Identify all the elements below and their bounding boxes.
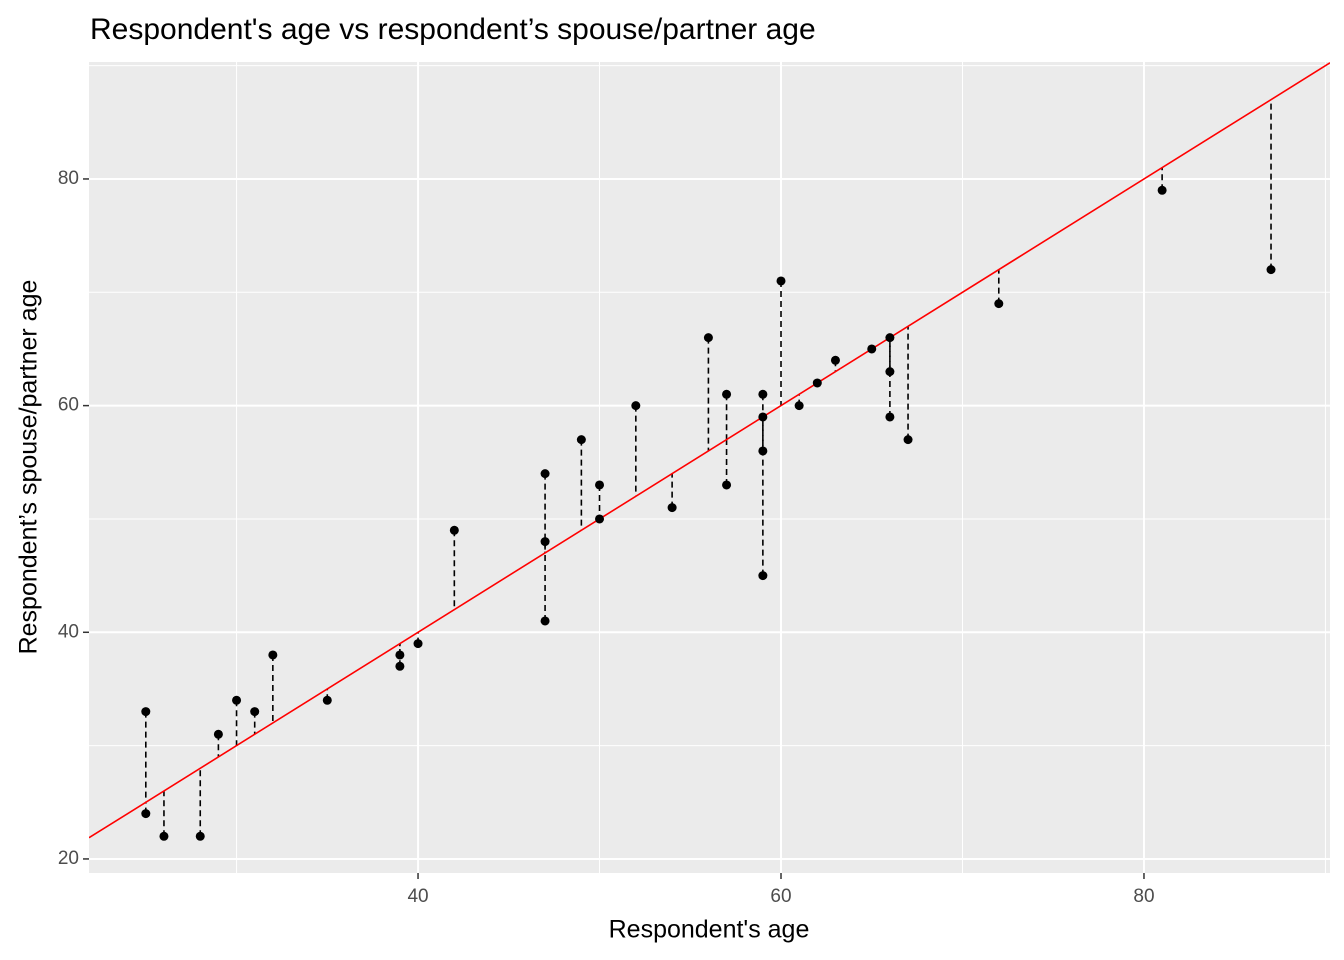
point <box>395 661 405 671</box>
x-tick-label: 80 <box>1133 886 1154 907</box>
point <box>758 446 768 456</box>
point <box>413 639 423 649</box>
point <box>994 299 1004 309</box>
point <box>722 389 732 399</box>
point <box>595 480 605 490</box>
point <box>540 537 550 547</box>
point <box>903 435 913 445</box>
point <box>830 355 840 365</box>
point <box>540 616 550 626</box>
point <box>812 378 822 388</box>
point <box>232 695 242 705</box>
point <box>141 707 151 717</box>
point <box>758 389 768 399</box>
point <box>722 480 732 490</box>
plot-layer <box>89 62 1330 873</box>
panel-background <box>89 62 1330 873</box>
point <box>758 412 768 422</box>
point <box>631 401 641 411</box>
point <box>667 503 677 513</box>
point <box>159 831 169 841</box>
point <box>1157 185 1167 195</box>
point <box>703 333 713 343</box>
point <box>1266 265 1276 275</box>
point <box>595 514 605 524</box>
x-axis-title: Respondent's age <box>609 916 810 944</box>
point <box>758 571 768 581</box>
point <box>141 809 151 819</box>
y-axis-title: Respondent’s spouse/partner age <box>15 280 43 655</box>
point <box>867 344 877 354</box>
point <box>885 412 895 422</box>
x-tick-label: 60 <box>770 886 791 907</box>
point <box>885 333 895 343</box>
point <box>540 469 550 479</box>
chart-title: Respondent's age vs respondent’s spouse/… <box>90 13 816 46</box>
x-tick-label: 40 <box>407 886 428 907</box>
y-tick-label: 80 <box>58 168 79 189</box>
y-tick-label: 20 <box>58 848 79 869</box>
point <box>395 650 405 660</box>
point <box>268 650 278 660</box>
y-tick-label: 40 <box>58 621 79 642</box>
y-tick-label: 60 <box>58 395 79 416</box>
point <box>213 729 223 739</box>
point <box>195 831 205 841</box>
point <box>449 525 459 535</box>
point <box>885 367 895 377</box>
point <box>794 401 804 411</box>
point <box>776 276 786 286</box>
point <box>322 695 332 705</box>
point <box>250 707 260 717</box>
reference-line <box>89 62 1330 839</box>
point <box>576 435 586 445</box>
